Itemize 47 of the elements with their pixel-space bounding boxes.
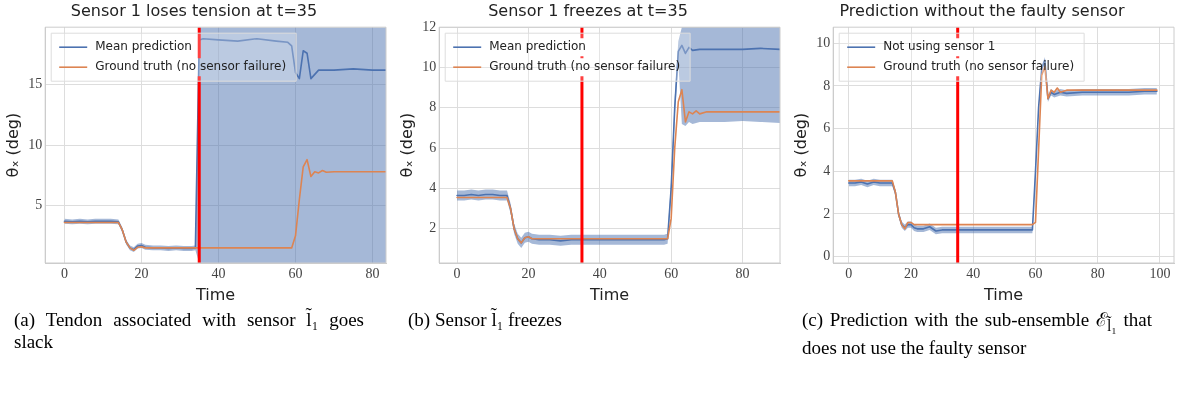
y-tick-label: 4 — [823, 162, 831, 178]
legend-label: Not using sensor 1 — [883, 39, 996, 54]
legend-label: Mean prediction — [95, 39, 192, 54]
chart-title: Prediction without the faulty sensor — [839, 0, 1125, 20]
x-tick-label: 100 — [1149, 266, 1171, 282]
x-tick-label: 0 — [60, 266, 68, 282]
x-tick-label: 60 — [288, 266, 303, 282]
x-tick-label: 60 — [1028, 266, 1043, 282]
x-tick-label: 80 — [1090, 266, 1105, 282]
y-tick-label: 0 — [823, 248, 831, 264]
y-axis-title: θₓ (deg) — [396, 112, 416, 178]
x-tick-label: 80 — [365, 266, 380, 282]
x-tick-label: 20 — [134, 266, 149, 282]
text: (c) Prediction with the sub-ensemble ℰ$_{l̃₁}$ that does not use the faulty sensor — [802, 309, 1152, 358]
x-tick-label: 20 — [904, 266, 919, 282]
chart-title: Sensor 1 loses tension at t=35 — [70, 0, 318, 20]
legend-label: Mean prediction — [489, 39, 586, 54]
y-tick-label: 8 — [823, 77, 831, 93]
y-tick-label: 2 — [823, 205, 831, 221]
y-tick-label: 10 — [422, 59, 437, 75]
x-tick-label: 80 — [735, 266, 750, 282]
y-tick-label: 8 — [429, 99, 437, 115]
x-tick-label: 40 — [211, 266, 226, 282]
y-tick-label: 15 — [28, 76, 43, 92]
y-axis-title: θₓ (deg) — [2, 112, 22, 178]
y-tick-label: 6 — [429, 139, 437, 155]
y-tick-label: 5 — [35, 197, 43, 213]
x-tick-label: 0 — [845, 266, 853, 282]
x-axis-title: Time — [589, 284, 630, 304]
y-axis-title: θₓ (deg) — [790, 112, 810, 178]
x-tick-label: 20 — [521, 266, 536, 282]
x-axis-title: Time — [195, 284, 236, 304]
x-axis-title: Time — [983, 284, 1024, 304]
y-tick-label: 12 — [422, 18, 437, 34]
x-tick-label: 0 — [453, 266, 461, 282]
legend-label: Ground truth (no sensor failure) — [95, 59, 287, 74]
y-tick-label: 10 — [816, 34, 831, 50]
x-tick-label: 40 — [592, 266, 607, 282]
x-tick-label: 60 — [664, 266, 679, 282]
x-tick-label: 40 — [966, 266, 981, 282]
y-tick-label: 4 — [429, 180, 437, 196]
y-tick-label: 6 — [823, 120, 831, 136]
text: (a) Tendon associated with sensor l̃₁ goes slack — [13, 307, 365, 353]
text: (b) Sensor l̃₁ freezes — [407, 307, 563, 331]
y-tick-label: 10 — [28, 136, 43, 152]
y-tick-label: 2 — [429, 220, 437, 236]
chart-title: Sensor 1 freezes at t=35 — [488, 0, 688, 20]
